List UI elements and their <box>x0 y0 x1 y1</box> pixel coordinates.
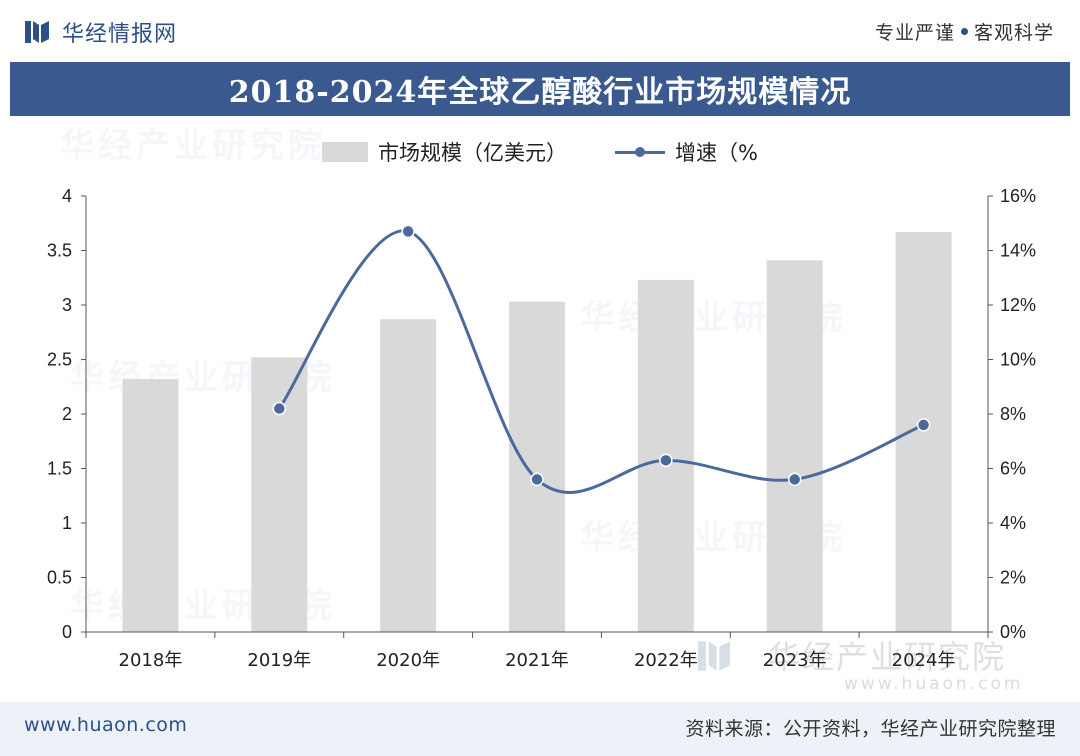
brand: 华经情报网 <box>22 14 177 50</box>
left-tick-label: 3.5 <box>47 241 72 261</box>
top-bar: 华经情报网 专业严谨 客观科学 <box>0 0 1080 60</box>
left-tick-label: 4 <box>62 186 72 206</box>
bar <box>380 319 437 632</box>
legend-bar-label: 市场规模（亿美元） <box>378 141 568 165</box>
footer-url: www.huaon.com <box>24 714 188 736</box>
huajing-logo-icon <box>25 21 49 43</box>
x-tick-label: 2018年 <box>119 650 183 671</box>
bar <box>122 379 179 632</box>
legend-bar-swatch <box>322 142 369 162</box>
chart-title: 2018-2024年全球乙醇酸行业市场规模情况 <box>228 75 852 110</box>
left-tick-label: 3 <box>62 295 72 315</box>
title-band: 2018-2024年全球乙醇酸行业市场规模情况 <box>10 62 1070 116</box>
left-tick-label: 0.5 <box>47 568 72 588</box>
growth-rate-line <box>278 229 925 494</box>
legend-line-swatch <box>615 142 666 162</box>
x-tick-label: 2023年 <box>763 650 827 671</box>
x-tick-label: 2020年 <box>376 650 440 671</box>
right-tick-label: 6% <box>1000 459 1026 479</box>
left-tick-label: 2.5 <box>47 350 72 370</box>
right-tick-label: 8% <box>1000 404 1026 424</box>
left-tick-label: 1.5 <box>47 459 72 479</box>
growth-rate-point <box>530 472 544 487</box>
legend-item-bar: 市场规模（亿美元） <box>322 137 567 167</box>
right-tick-label: 14% <box>1000 241 1036 261</box>
footer-source: 资料来源：公开资料，华经产业研究院整理 <box>685 718 1056 740</box>
right-tick-label: 2% <box>1000 568 1026 588</box>
bar <box>251 357 308 632</box>
right-tick-label: 12% <box>1000 295 1036 315</box>
growth-rate-point <box>401 224 415 239</box>
x-tick-label: 2021年 <box>505 650 569 671</box>
growth-rate-point <box>916 418 931 432</box>
growth-rate-point <box>659 453 673 468</box>
bar <box>766 260 823 632</box>
chart-legend: 市场规模（亿美元） 增速（% <box>0 136 1080 168</box>
x-tick-label: 2019年 <box>247 650 311 671</box>
x-tick-label: 2024年 <box>892 650 956 671</box>
slogan-dot-icon <box>960 28 968 35</box>
right-tick-label: 0% <box>1000 622 1026 642</box>
x-tick-label: 2022年 <box>634 650 698 671</box>
left-tick-label: 2 <box>62 404 72 424</box>
right-tick-label: 10% <box>1000 350 1036 370</box>
slogan: 专业严谨 客观科学 <box>875 18 1054 45</box>
slogan-left: 专业严谨 <box>874 22 955 44</box>
brand-name: 华经情报网 <box>62 22 178 47</box>
bar <box>895 231 952 632</box>
footer: www.huaon.com 资料来源：公开资料，华经产业研究院整理 <box>0 702 1080 756</box>
chart-area: 0 0.5 1 1.5 2 2.5 3 3.5 4 0% 2% 4% 6% 8% 10% 12% 14% 16% 2… <box>47 186 1036 671</box>
right-tick-label: 16% <box>1000 186 1036 206</box>
legend-line-label: 增速（% <box>675 141 758 165</box>
left-tick-label: 1 <box>62 513 72 533</box>
right-tick-label: 4% <box>1000 513 1026 533</box>
growth-rate-point <box>787 472 802 487</box>
left-tick-label: 0 <box>62 622 72 642</box>
slogan-right: 客观科学 <box>973 22 1054 44</box>
legend-item-line: 增速（% <box>615 137 758 167</box>
growth-rate-point <box>272 401 287 416</box>
bar <box>509 301 565 632</box>
